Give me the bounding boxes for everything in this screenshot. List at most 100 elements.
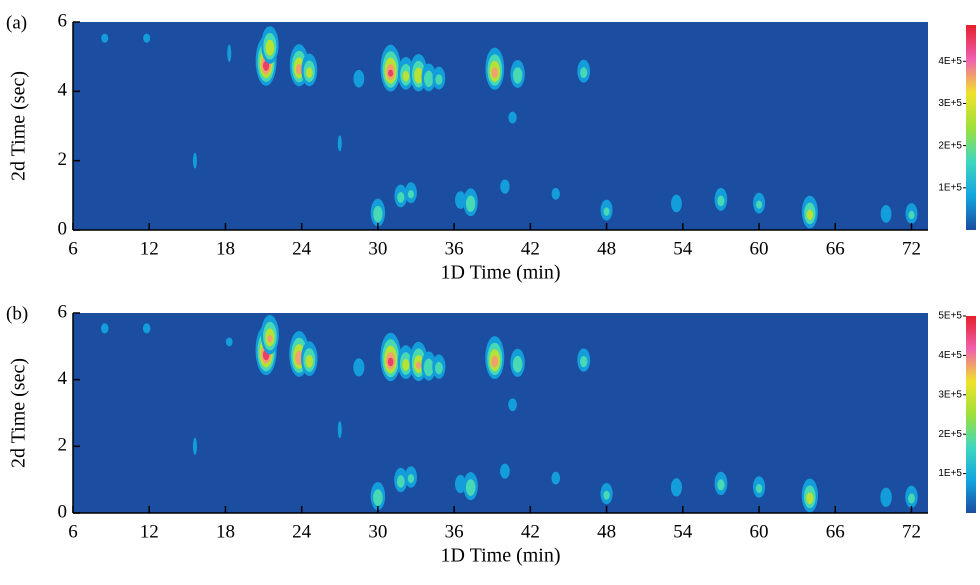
peak-contour — [512, 67, 523, 84]
x-tick-label: 42 — [521, 521, 540, 542]
peak — [714, 471, 728, 496]
peak-contour — [353, 358, 365, 377]
peak — [394, 184, 408, 208]
x-tick-label: 24 — [292, 521, 312, 542]
x-tick-label: 24 — [292, 238, 312, 259]
peak — [380, 44, 401, 92]
peak-contour — [908, 210, 915, 220]
x-tick-label: 30 — [368, 521, 387, 542]
x-tick-label: 72 — [902, 521, 921, 542]
y-axis-title: 2d Time (sec) — [8, 358, 30, 468]
peak — [227, 44, 232, 62]
peak-contour — [373, 489, 383, 506]
peak-contour — [580, 355, 588, 368]
x-tick-label: 12 — [140, 238, 159, 259]
peak — [101, 33, 109, 43]
peak-contour — [402, 358, 410, 371]
peak — [905, 203, 918, 224]
peak-contour — [262, 60, 270, 71]
peak-contour — [512, 355, 523, 373]
peak — [353, 358, 365, 377]
peak — [880, 205, 892, 223]
peak-contour — [227, 44, 232, 62]
peak-contour — [424, 70, 434, 88]
peak — [455, 191, 466, 209]
peak — [600, 199, 613, 221]
peak-contour — [551, 471, 561, 485]
colorbar-tick-label: 1E+5 — [938, 182, 962, 193]
x-tick-label: 30 — [368, 238, 387, 259]
peak-contour — [337, 421, 342, 439]
peak — [260, 315, 279, 355]
peak-contour — [500, 179, 510, 194]
peak-contour — [402, 70, 410, 82]
peak — [380, 332, 401, 382]
peak — [485, 336, 505, 380]
peak-contour — [353, 69, 365, 88]
peak — [600, 482, 613, 505]
peak-contour — [880, 487, 892, 507]
peak-contour — [265, 39, 275, 56]
peak-contour — [435, 74, 443, 85]
peak — [397, 56, 414, 90]
peak-contour — [455, 191, 466, 209]
x-tick-label: 54 — [673, 238, 693, 259]
peak-contour — [305, 67, 313, 78]
peak-contour — [465, 479, 476, 496]
y-tick-label: 2 — [58, 435, 68, 456]
x-tick-label: 72 — [902, 238, 921, 259]
peak-contour — [101, 33, 109, 43]
peak — [485, 47, 505, 90]
peak-contour — [407, 474, 415, 484]
peak-contour — [396, 475, 405, 488]
peak-contour — [491, 67, 499, 78]
peak — [337, 135, 342, 152]
x-tick-label: 54 — [673, 521, 693, 542]
peak-contour — [755, 484, 763, 494]
peak-contour — [267, 335, 273, 343]
peak — [905, 485, 918, 509]
x-tick-label: 60 — [750, 521, 769, 542]
x-tick-label: 60 — [750, 238, 769, 259]
peak-contour — [415, 361, 422, 370]
peak-contour — [603, 207, 610, 216]
peak-contour — [465, 195, 476, 212]
peaks — [100, 315, 918, 513]
y-axis-title: 2d Time (sec) — [8, 71, 30, 181]
colorbar — [966, 316, 976, 513]
peak — [463, 472, 478, 501]
peak — [404, 182, 417, 204]
peak — [301, 341, 318, 377]
peak-contour — [454, 474, 467, 494]
peak — [508, 398, 517, 412]
peak-contour — [806, 492, 814, 505]
x-tick-label: 6 — [68, 521, 78, 542]
y-tick-label: 4 — [58, 368, 68, 389]
colorbar-tick-label: 2E+5 — [938, 429, 962, 440]
peak — [752, 476, 766, 498]
peak-contour — [295, 63, 303, 75]
peak-contour — [407, 190, 414, 199]
peak — [510, 59, 525, 88]
y-tick-label: 2 — [58, 149, 68, 170]
peak-contour — [414, 67, 423, 84]
colorbar-tick-label: 4E+5 — [938, 56, 962, 67]
peak — [753, 192, 766, 214]
peak — [801, 478, 818, 513]
peak-contour — [100, 323, 109, 334]
peak-contour — [500, 463, 510, 479]
peak — [192, 437, 197, 455]
peak — [404, 466, 418, 488]
peak — [225, 337, 233, 347]
peak-contour — [305, 355, 314, 368]
peak-contour — [387, 357, 394, 367]
peak — [143, 33, 151, 43]
peak — [671, 194, 682, 213]
peak-contour — [142, 323, 151, 334]
peak — [551, 187, 560, 200]
x-tick-label: 66 — [826, 521, 845, 542]
peak — [370, 198, 386, 227]
peak-contour — [192, 152, 197, 169]
x-tick-label: 36 — [445, 238, 464, 259]
